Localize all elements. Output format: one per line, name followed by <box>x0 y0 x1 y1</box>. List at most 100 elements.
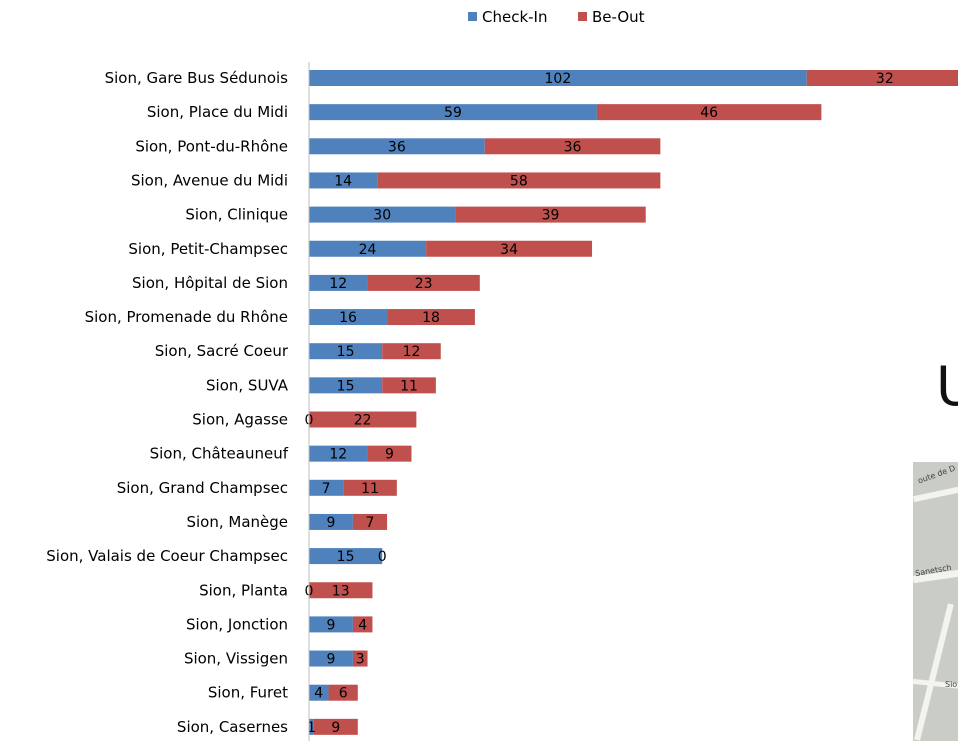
data-label-check-in: 9 <box>326 617 335 633</box>
bar-be-out <box>343 479 397 496</box>
category-label: Sion, Pont-du-Rhône <box>135 137 288 155</box>
bar-be-out <box>313 718 358 735</box>
data-label-check-in: 9 <box>326 515 335 531</box>
legend-entry: Check-In <box>482 8 548 26</box>
bar-be-out <box>328 684 358 701</box>
map-label-route: oute de D <box>916 463 957 486</box>
bar-check-in <box>309 343 383 360</box>
legend-entry: Be-Out <box>592 8 645 26</box>
bar-be-out <box>455 206 646 223</box>
data-label-check-in: 15 <box>337 549 355 565</box>
data-label-check-in: 9 <box>326 652 335 668</box>
bar-check-in <box>309 240 427 257</box>
category-label: Sion, Grand Champsec <box>117 479 288 497</box>
data-label-be-out: 0 <box>378 549 387 565</box>
bar-check-in <box>309 377 383 394</box>
data-label-check-in: 12 <box>329 276 347 292</box>
bar-be-out <box>377 172 661 189</box>
data-label-be-out: 11 <box>400 378 418 394</box>
category-label: Sion, Gare Bus Sédunois <box>105 69 289 87</box>
data-label-check-in: 15 <box>337 378 355 394</box>
category-label: Sion, Planta <box>199 581 288 599</box>
data-label-be-out: 34 <box>500 242 518 258</box>
legend-swatch <box>578 12 587 21</box>
category-label: Sion, Place du Midi <box>147 103 288 121</box>
category-label: Sion, Casernes <box>177 718 288 736</box>
map-label-sion: Sio <box>945 680 958 689</box>
category-label: Sion, Hôpital de Sion <box>132 274 288 292</box>
bar-be-out <box>352 513 388 530</box>
bar-be-out <box>596 104 822 121</box>
bar-be-out <box>806 70 958 86</box>
data-label-be-out: 7 <box>366 515 375 531</box>
bar-check-in <box>309 274 368 291</box>
category-label: Sion, Furet <box>208 684 288 702</box>
bar-be-out <box>352 650 368 667</box>
category-label: Sion, Vissigen <box>184 650 288 668</box>
data-label-check-in: 15 <box>337 344 355 360</box>
bar-be-out <box>309 582 373 599</box>
bar-check-in <box>309 718 314 735</box>
data-label-be-out: 22 <box>354 413 372 429</box>
bar-check-in <box>309 684 329 701</box>
data-label-be-out: 39 <box>542 208 560 224</box>
category-label: Sion, Clinique <box>185 206 288 224</box>
legend: Check-In Be-Out <box>468 8 645 26</box>
data-label-be-out: 12 <box>403 344 421 360</box>
category-label: Sion, Avenue du Midi <box>131 171 288 189</box>
category-label: Sion, SUVA <box>206 376 289 394</box>
bar-be-out <box>426 240 593 257</box>
bar-be-out <box>352 616 373 633</box>
bar-check-in <box>309 70 807 86</box>
bar-check-in <box>309 309 388 326</box>
bar-check-in <box>309 513 353 530</box>
category-label: Sion, Sacré Coeur <box>155 342 289 360</box>
bar-check-in <box>309 548 383 565</box>
cropped-heading-letter: U <box>936 355 958 418</box>
data-label-be-out: 11 <box>361 481 379 497</box>
data-label-be-out: 9 <box>331 720 340 736</box>
category-label: Sion, Agasse <box>192 411 288 429</box>
data-label-check-in: 4 <box>314 686 323 702</box>
bars <box>309 70 958 735</box>
legend-swatch <box>468 12 477 21</box>
data-label-check-in: 16 <box>339 310 357 326</box>
data-label-be-out: 6 <box>339 686 348 702</box>
data-label-check-in: 59 <box>444 105 462 121</box>
category-labels: Sion, Gare Bus Sédunois Sion, Place du Mi… <box>46 69 289 736</box>
bar-be-out <box>309 411 417 428</box>
data-label-check-in: 7 <box>322 481 331 497</box>
data-label-check-in: 1 <box>307 720 316 736</box>
bar-check-in <box>309 206 456 223</box>
data-label-be-out: 3 <box>356 652 365 668</box>
data-label-be-out: 18 <box>422 310 440 326</box>
bar-check-in <box>309 172 378 189</box>
category-label: Sion, Jonction <box>186 615 288 633</box>
data-label-be-out: 58 <box>510 173 528 189</box>
category-label: Sion, Châteauneuf <box>150 445 289 463</box>
bar-check-in <box>309 650 353 667</box>
data-label-check-in: 12 <box>329 447 347 463</box>
data-label-be-out: 32 <box>876 71 894 87</box>
bar-be-out <box>382 343 441 360</box>
data-label-check-in: 30 <box>373 208 391 224</box>
category-label: Sion, Promenade du Rhône <box>85 308 288 326</box>
data-label-be-out: 36 <box>564 139 582 155</box>
data-label-be-out: 9 <box>385 447 394 463</box>
data-label-check-in: 36 <box>388 139 406 155</box>
data-label-be-out: 13 <box>332 583 350 599</box>
data-label-check-in: 102 <box>545 71 572 87</box>
category-label: Sion, Manège <box>186 513 288 531</box>
bar-be-out <box>387 309 475 326</box>
bar-be-out <box>484 138 661 155</box>
bar-be-out <box>382 377 436 394</box>
bar-check-in <box>309 104 597 121</box>
map-thumbnail: oute de D Sanetsch Sio <box>913 462 958 741</box>
bar-check-in <box>309 138 485 155</box>
bar-be-out <box>367 274 480 291</box>
data-label-check-in: 24 <box>359 242 377 258</box>
bar-be-out <box>367 445 412 462</box>
